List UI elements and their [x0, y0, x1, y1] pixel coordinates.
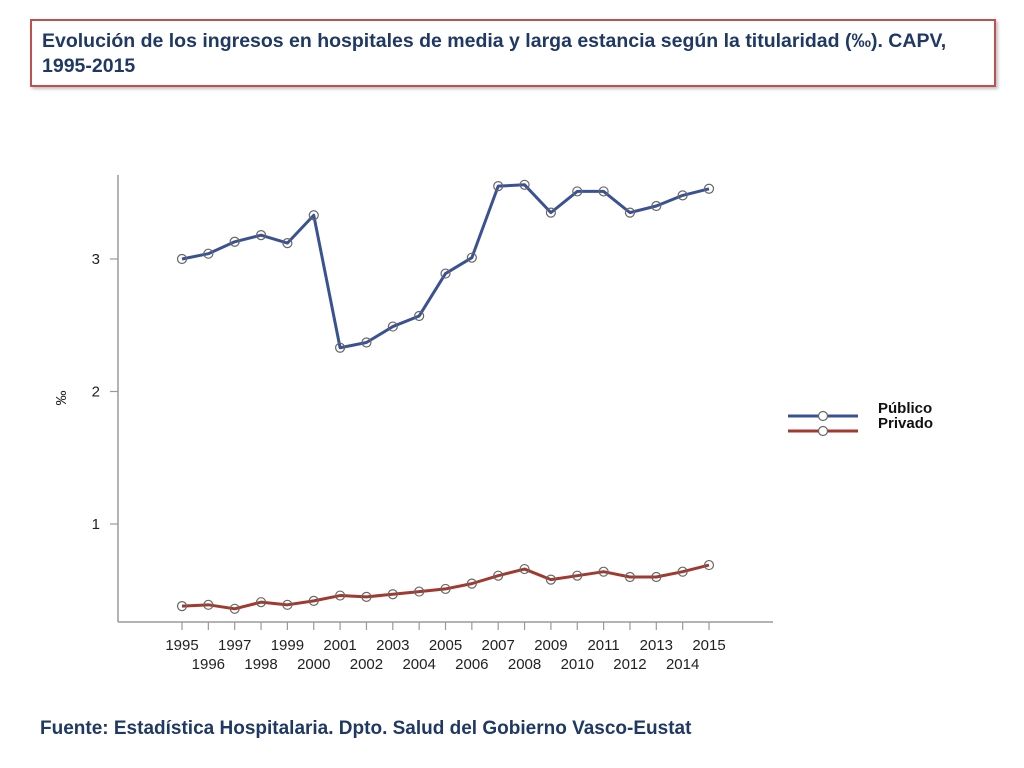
y-tick-label: 1 [92, 516, 100, 533]
data-point [335, 590, 346, 601]
legend-label: Privado [878, 415, 933, 432]
x-tick-label: 2003 [376, 637, 409, 654]
data-point [361, 591, 372, 602]
data-point [703, 183, 715, 194]
x-tick-label: 2006 [455, 656, 488, 673]
data-point [229, 236, 240, 247]
data-point [466, 252, 477, 263]
legend-marker [817, 410, 829, 422]
data-point [387, 589, 398, 600]
x-tick-label: 2010 [561, 656, 594, 673]
x-tick-label: 2013 [640, 637, 673, 654]
data-point [414, 586, 425, 597]
x-tick-label: 2011 [587, 637, 619, 654]
data-point [335, 342, 346, 353]
data-point [598, 186, 609, 197]
data-point [282, 599, 293, 610]
data-point [598, 566, 609, 577]
data-point [229, 603, 240, 614]
x-tick-label: 2008 [508, 656, 541, 673]
data-point [493, 570, 504, 581]
title-box: Evolución de los ingresos en hospitales … [30, 19, 996, 87]
data-point [651, 571, 662, 583]
x-tick-label: 2012 [613, 656, 646, 673]
x-tick-label: 2001 [323, 637, 356, 654]
x-tick-label: 1999 [271, 637, 304, 654]
data-point [255, 230, 267, 241]
series-line-privado [181, 563, 710, 611]
legend-label: Público [878, 400, 932, 417]
data-point [282, 238, 293, 249]
y-tick-label: 3 [92, 251, 100, 268]
data-point [493, 181, 504, 192]
data-point [624, 571, 636, 583]
x-tick-label: 2004 [402, 656, 435, 673]
data-point [677, 190, 688, 201]
y-axis-label: ‰ [53, 391, 70, 406]
source-note: Fuente: Estadística Hospitalaria. Dpto. … [40, 718, 692, 739]
data-point [308, 595, 319, 606]
data-point [361, 337, 372, 348]
y-tick-label: 2 [92, 384, 100, 401]
x-tick-label: 2015 [692, 637, 725, 654]
data-point [255, 597, 267, 608]
data-point [176, 601, 188, 612]
x-tick-label: 2005 [429, 637, 462, 654]
x-tick-label: 1996 [192, 656, 225, 673]
data-point [545, 574, 557, 585]
x-tick-label: 2009 [534, 637, 567, 654]
data-point [572, 570, 583, 581]
chart-title: Evolución de los ingresos en hospitales … [42, 30, 947, 77]
data-point [545, 207, 557, 218]
x-tick-label: 2000 [297, 656, 330, 673]
data-point [440, 268, 451, 279]
data-point [677, 566, 688, 577]
data-point [466, 578, 477, 589]
data-point [519, 563, 530, 575]
data-point [176, 253, 188, 265]
legend-marker [817, 425, 829, 437]
x-tick-label: 1998 [244, 656, 277, 673]
x-tick-label: 1997 [218, 637, 251, 654]
data-point [440, 583, 451, 595]
data-point [308, 210, 319, 221]
data-point [572, 186, 583, 197]
data-point [519, 179, 530, 190]
x-tick-label: 2007 [482, 637, 515, 654]
data-point [651, 200, 662, 212]
data-point [387, 321, 398, 332]
data-point [203, 248, 214, 259]
x-tick-label: 1995 [165, 637, 198, 654]
data-point [203, 599, 214, 610]
x-tick-label: 2002 [350, 656, 383, 673]
x-tick-label: 2014 [666, 656, 699, 673]
data-point [414, 310, 425, 322]
data-point [703, 559, 715, 571]
data-point [624, 207, 636, 218]
series-line-publico [181, 183, 710, 350]
